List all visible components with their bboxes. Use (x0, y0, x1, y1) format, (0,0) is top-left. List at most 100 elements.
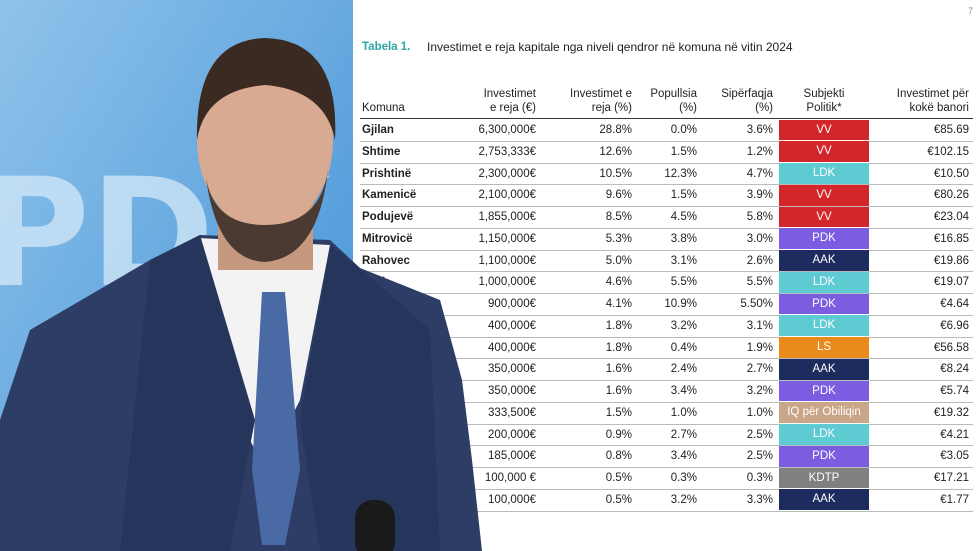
party-badge: VV (779, 119, 869, 141)
column-header: Investimet (483, 88, 536, 100)
table-cell: 200,000€ (488, 428, 536, 441)
table-cell: 1.6% (605, 385, 632, 397)
table-cell: 1,000,000€ (478, 276, 536, 289)
table-cell: €56.58 (933, 341, 969, 354)
row-rule (360, 162, 973, 164)
table-cell: 5.8% (746, 211, 773, 223)
table-cell: 8.5% (605, 211, 632, 223)
column-header: kokë banori (909, 102, 969, 114)
municipality: Mitrovicë (362, 232, 413, 245)
party-badge: AAK (779, 250, 869, 271)
row-rule (360, 358, 973, 360)
column-header: Politik* (806, 102, 842, 114)
table-cell: 5.0% (605, 254, 632, 267)
party-badge: VV (779, 206, 869, 228)
municipality: Gjilan (362, 124, 394, 136)
table-cell: 1.5% (670, 189, 697, 202)
table-cell: 3.2% (746, 385, 773, 397)
column-header: Komuna (362, 102, 405, 114)
table-cell: 1.2% (746, 145, 773, 158)
table-cell: 350,000€ (488, 363, 536, 376)
row-rule (360, 271, 973, 273)
row-rule (360, 510, 973, 512)
table-cell: 1.5% (605, 406, 632, 419)
row-rule (360, 445, 973, 447)
table-cell: 0.3% (670, 472, 697, 484)
table-cell: 4.6% (605, 276, 632, 289)
municipality: Prishtinë (362, 167, 412, 180)
column-header: reja (%) (591, 102, 632, 114)
table-caption: Investimet e reja kapitale nga niveli qe… (427, 40, 793, 54)
table-cell: €5.74 (940, 385, 969, 397)
party-badge: KDTP (779, 467, 869, 489)
party-badge: VV (779, 184, 869, 206)
table-cell: €6.96 (940, 319, 969, 332)
municipality: Kamenicë (362, 189, 417, 202)
table-cell: 3.1% (670, 254, 697, 267)
party-badge: LS (779, 337, 869, 358)
party-badge: LDK (779, 424, 869, 445)
municipality: Rahovec (362, 254, 410, 267)
table-cell: 10.5% (599, 167, 632, 180)
table-cell: 9.6% (605, 189, 632, 202)
row-rule (360, 140, 973, 142)
table-cell: 2,300,000€ (478, 167, 536, 180)
table-cell: 0.3% (746, 472, 773, 484)
table-cell: 1.5% (670, 145, 697, 158)
table-cell: 0.5% (605, 472, 632, 484)
table-cell: 2.7% (670, 428, 697, 441)
header-rule (360, 118, 973, 119)
table-cell: 333,500€ (488, 406, 536, 419)
table-cell: 5.3% (605, 232, 632, 245)
table-cell: 3.8% (670, 232, 697, 245)
table-cell: 4.1% (605, 298, 632, 310)
row-rule (360, 467, 973, 468)
table-cell: 2.7% (746, 363, 773, 376)
table-cell: 3.0% (746, 232, 773, 245)
table-cell: 0.9% (605, 428, 632, 441)
table-cell: 4.5% (670, 211, 697, 223)
table-cell: 2.5% (746, 428, 773, 441)
table-cell: 1.9% (746, 341, 773, 354)
table-cell: 400,000€ (488, 341, 536, 354)
party-badge: LDK (779, 271, 869, 293)
page-number: 7 (968, 6, 974, 16)
table-cell: 900,000€ (488, 298, 536, 310)
table-cell: 3.9% (746, 189, 773, 202)
row-rule (360, 227, 973, 229)
table-cell: 3.3% (746, 493, 773, 506)
table-cell: 0.0% (670, 124, 697, 136)
table-cell: 1.0% (746, 406, 773, 419)
table-cell: 1.0% (670, 406, 697, 419)
row-rule (360, 314, 973, 316)
party-badge: PDK (779, 228, 869, 249)
row-rule (360, 380, 973, 381)
table-cell: 100,000 € (484, 472, 536, 484)
table-cell: €17.21 (933, 472, 969, 484)
table-cell: €19.07 (933, 276, 969, 289)
row-rule (360, 423, 973, 425)
table-cell: €4.21 (940, 428, 969, 441)
table-cell: 3.4% (670, 385, 697, 397)
party-badge: VV (779, 141, 869, 162)
party-badge: PDK (779, 380, 869, 402)
table-cell: 6,300,000€ (478, 124, 536, 136)
table-cell: 3.6% (746, 124, 773, 136)
column-header: Popullsia (650, 88, 697, 100)
column-header: Subjekti (803, 88, 845, 100)
table-cell: 1,100,000€ (478, 254, 536, 267)
table-cell: €10.50 (933, 167, 969, 180)
table-cell: 2.6% (746, 254, 773, 267)
municipality: Shtime (362, 145, 401, 158)
table-cell: 0.5% (605, 493, 632, 506)
table-cell: €8.24 (940, 363, 969, 376)
table-cell: 1,855,000€ (478, 211, 536, 223)
table-cell: 4.7% (746, 167, 773, 180)
party-badge: AAK (779, 358, 869, 380)
table-cell: 100,000€ (488, 493, 536, 506)
table-cell: 5.5% (670, 276, 697, 289)
table-cell: 3.2% (670, 493, 697, 506)
table-cell: €3.05 (940, 450, 969, 463)
row-rule (360, 293, 973, 294)
table-cell: 5.50% (740, 298, 773, 310)
